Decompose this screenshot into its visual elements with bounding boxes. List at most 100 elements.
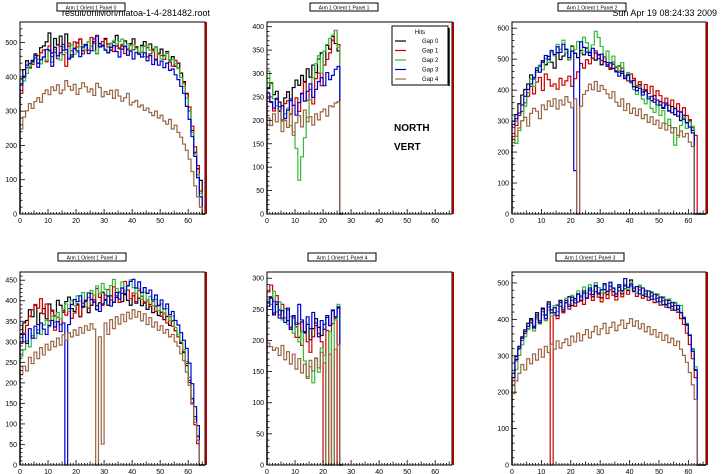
y-tick-label: 0	[505, 212, 509, 219]
panel-title-box	[555, 252, 625, 262]
x-tick-label: 60	[684, 218, 692, 225]
y-tick-label: 200	[252, 118, 264, 125]
legend-entry: Gap 0	[422, 39, 439, 45]
chart-panel-3: Arm 1 Orient 1 Panel 3 0 10 20 30 40 50 60 0 50 10…	[5, 252, 207, 474]
series-gap-3	[19, 35, 205, 215]
y-tick-label: 150	[252, 369, 264, 376]
panel-title-box	[307, 252, 377, 262]
x-tick-label: 0	[510, 218, 514, 225]
x-tick-label: 10	[291, 469, 299, 474]
y-tick-label: 0	[13, 463, 17, 470]
series-gap-4	[266, 101, 343, 215]
x-tick-label: 10	[537, 469, 545, 474]
x-tick-label: 30	[100, 218, 108, 225]
x-tick-label: 30	[596, 469, 604, 474]
x-tick-label: 10	[44, 218, 52, 225]
x-tick-label: 60	[431, 218, 439, 225]
x-tick-label: 40	[626, 218, 634, 225]
x-tick-label: 40	[375, 469, 383, 474]
y-tick-label: 100	[5, 421, 17, 428]
y-tick-label: 300	[497, 119, 509, 126]
y-tick-label: 300	[497, 353, 509, 360]
y-tick-label: 300	[5, 339, 17, 346]
datetime: Sun Apr 19 08:24:33 2009	[612, 8, 717, 18]
y-tick-label: 200	[5, 143, 17, 150]
panel-title-box	[57, 252, 127, 262]
y-tick-label: 400	[497, 317, 509, 324]
y-tick-label: 0	[505, 463, 509, 470]
x-tick-label: 20	[567, 469, 575, 474]
y-tick-label: 100	[252, 165, 264, 172]
x-tick-label: 40	[128, 218, 136, 225]
y-tick-label: 400	[497, 88, 509, 95]
legend-entry: Gap 2	[422, 58, 439, 64]
y-tick-label: 100	[5, 177, 17, 184]
y-tick-label: 300	[252, 71, 264, 78]
y-tick-label: 100	[497, 181, 509, 188]
legend: Hits Gap 0 Gap 1 Gap 2 Gap 3 Gap 4	[391, 25, 450, 86]
x-tick-label: 50	[403, 469, 411, 474]
legend-box	[391, 25, 449, 86]
y-tick-label: 200	[252, 338, 264, 345]
x-tick-label: 60	[684, 469, 692, 474]
x-tick-label: 20	[72, 218, 80, 225]
series-gap-3	[19, 278, 205, 466]
y-tick-label: 250	[252, 307, 264, 314]
x-tick-label: 50	[655, 218, 663, 225]
series-gap-4	[19, 80, 205, 215]
panel-title: Arm 1 Orient 1 Panel 1	[319, 6, 370, 12]
x-tick-label: 30	[347, 469, 355, 474]
annotation-north: NORTH	[394, 123, 430, 134]
x-tick-label: 40	[626, 469, 634, 474]
panel-title-box	[557, 2, 627, 12]
legend-entry: Gap 3	[422, 68, 439, 74]
x-tick-label: 50	[655, 469, 663, 474]
y-tick-label: 350	[5, 319, 17, 326]
x-tick-label: 40	[128, 469, 136, 474]
y-tick-label: 50	[256, 431, 264, 438]
legend-title: Hits	[415, 30, 425, 36]
y-tick-label: 400	[5, 298, 17, 305]
y-tick-label: 200	[497, 390, 509, 397]
x-tick-label: 0	[510, 469, 514, 474]
y-tick-label: 0	[260, 212, 264, 219]
y-tick-label: 300	[5, 109, 17, 116]
panel-title: Arm 1 Orient 1 Panel 0	[66, 6, 117, 12]
y-tick-label: 200	[497, 150, 509, 157]
x-tick-label: 20	[72, 469, 80, 474]
chart-panel-0: Arm 1 Orient 1 Panel 0 0 10 20 30 40 50 60 0 100 2…	[5, 2, 207, 225]
y-tick-label: 200	[5, 380, 17, 387]
y-tick-label: 500	[497, 280, 509, 287]
series-gap-4	[19, 309, 205, 466]
x-tick-label: 0	[265, 469, 269, 474]
panel-title: Arm 1 Orient 1 Panel 3	[67, 256, 118, 262]
chart-panel-5: Arm 1 Orient 1 Panel 3 0 10 20 30 40 50 60 0 100 2…	[497, 252, 708, 474]
x-tick-label: 60	[431, 469, 439, 474]
file-path: result/onlMon/hiatoa-1-4-281482.root	[62, 8, 211, 18]
y-tick-label: 500	[497, 57, 509, 64]
x-tick-label: 30	[596, 218, 604, 225]
panel-title: Arm 1 Orient 1 Panel 3	[565, 256, 616, 262]
panel-title-box	[309, 2, 379, 12]
x-tick-label: 60	[184, 218, 192, 225]
legend-entry: Gap 4	[422, 77, 439, 83]
x-tick-label: 50	[403, 218, 411, 225]
x-tick-label: 0	[265, 218, 269, 225]
y-tick-label: 600	[497, 26, 509, 33]
x-tick-label: 0	[18, 469, 22, 474]
x-tick-label: 60	[184, 469, 192, 474]
series-gap-4	[511, 318, 706, 466]
series-gap-3	[266, 297, 343, 466]
series-gap-3	[511, 41, 706, 215]
y-tick-label: 0	[260, 463, 264, 470]
y-tick-label: 400	[252, 24, 264, 31]
x-tick-label: 0	[18, 218, 22, 225]
panel-title: Arm 1 Orient 1 Panel 2	[567, 6, 618, 12]
y-tick-label: 250	[5, 360, 17, 367]
y-tick-label: 400	[5, 74, 17, 81]
x-tick-label: 50	[156, 469, 164, 474]
y-tick-label: 50	[256, 188, 264, 195]
y-tick-label: 250	[252, 94, 264, 101]
